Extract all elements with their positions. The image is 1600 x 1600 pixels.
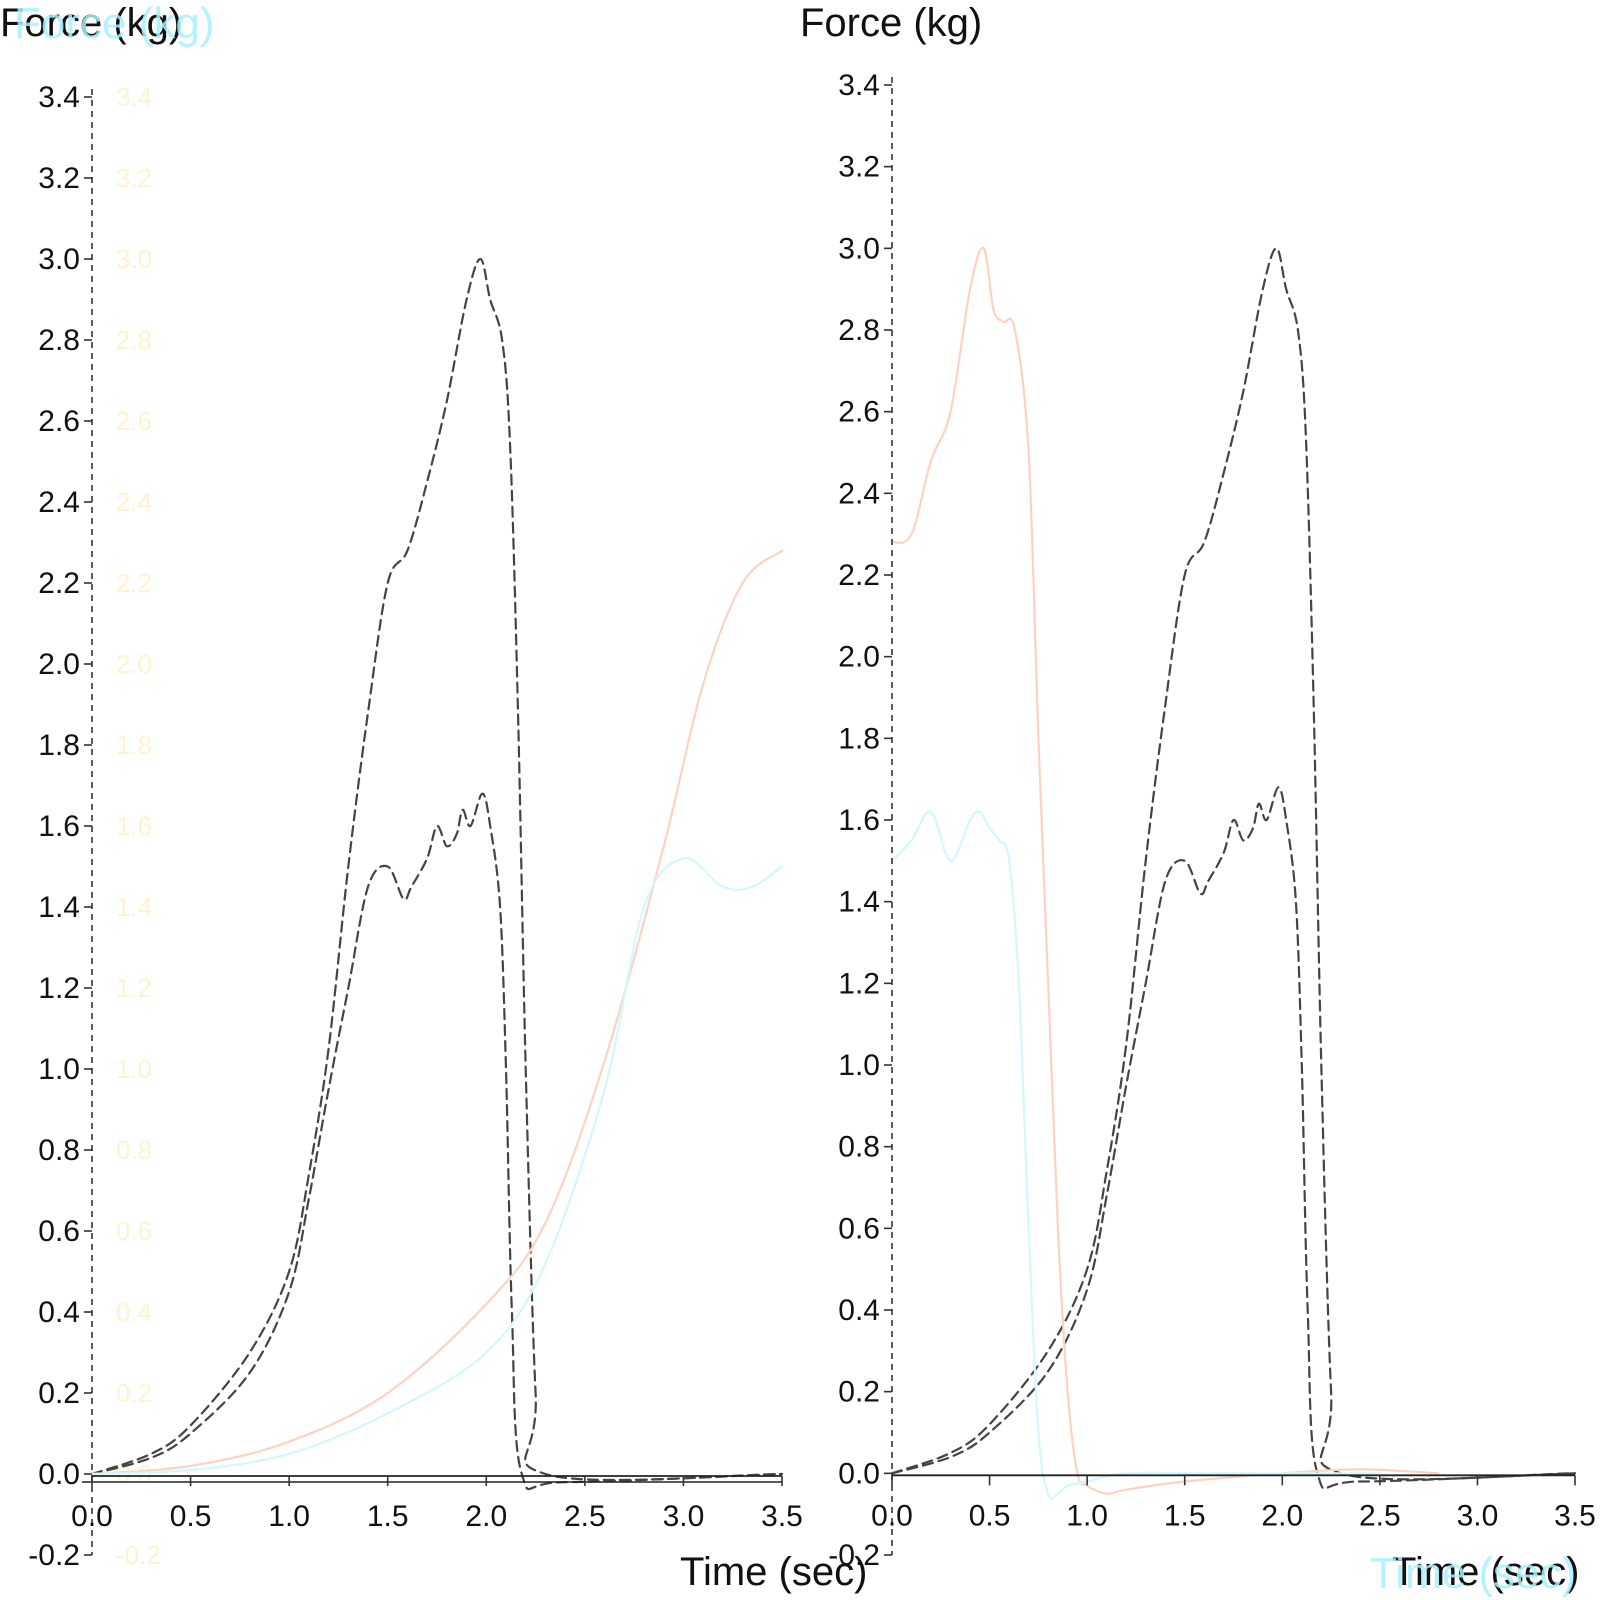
right-x-tick-label: 3.0 <box>1457 1499 1499 1532</box>
left-faint-tick-label: 1.4 <box>116 892 152 922</box>
right-series-group <box>890 246 1577 1500</box>
left-faint-tick-label: 0.8 <box>116 1135 152 1165</box>
left-y-tick-label: 0.2 <box>38 1377 80 1410</box>
left-faint-tick-label: -0.2 <box>116 1540 161 1570</box>
left-series-line-3 <box>90 549 784 1476</box>
left-faint-tick-label: 2.2 <box>116 568 152 598</box>
left-y-tick-label: 1.2 <box>38 972 80 1005</box>
right-y-tick-label: 0.0 <box>838 1457 880 1490</box>
left-faint-tick-label: 1.8 <box>116 730 152 760</box>
right-chart: -0.2 0.0 0.2 0.4 0.6 0.8 1.0 1.2 1.4 1.6 1.8 2.0 2.2… <box>800 1 1596 1598</box>
left-y-tick-label: 2.4 <box>38 486 80 519</box>
right-series-line-2 <box>890 786 1577 1490</box>
left-y-tick-label: 3.0 <box>38 243 80 276</box>
right-y-tick-label: 0.4 <box>838 1294 880 1327</box>
right-x-tick-label: 0.0 <box>871 1499 913 1532</box>
left-y-tick-label: 0.4 <box>38 1296 80 1329</box>
right-y-tick-label: 1.0 <box>838 1049 880 1082</box>
right-y-axis-title: Force (kg) <box>800 1 982 45</box>
left-y-tick-label: -0.2 <box>28 1539 80 1572</box>
left-chart: -0.20.00.20.40.60.81.01.21.41.61.82.02.2… <box>0 0 867 1594</box>
left-faint-tick-label: 1.0 <box>116 1054 152 1084</box>
right-x-tick-label: 0.5 <box>969 1499 1011 1532</box>
left-x-tick-label: 0.0 <box>71 1500 113 1533</box>
left-y-tick-label: 3.2 <box>38 162 80 195</box>
left-x-tick-label: 1.5 <box>367 1500 409 1533</box>
left-y-tick-label: 2.2 <box>38 567 80 600</box>
left-y-axis-title-overlay: Force (kg) <box>14 0 214 48</box>
right-x-tick-label: 2.5 <box>1359 1499 1401 1532</box>
right-y-tick-label: 1.2 <box>838 967 880 1000</box>
left-y-tick-label: 0.8 <box>38 1134 80 1167</box>
left-faint-tick-label: 3.0 <box>116 244 152 274</box>
left-faint-tick-label: 0.4 <box>116 1297 152 1327</box>
left-series-group <box>90 257 784 1491</box>
right-series-line-4 <box>890 810 1381 1500</box>
left-x-tick-label: 3.0 <box>663 1500 705 1533</box>
left-faint-tick-label: 0.6 <box>116 1216 152 1246</box>
right-y-tick-label: 1.8 <box>838 722 880 755</box>
left-y-tick-label: 1.4 <box>38 891 80 924</box>
left-faint-tick-label: 2.0 <box>116 649 152 679</box>
left-faint-tick-label: 2.8 <box>116 325 152 355</box>
left-faint-tick-label: 3.4 <box>116 82 152 112</box>
right-y-tick-label: 3.4 <box>838 69 880 102</box>
left-y-tick-label: 0.6 <box>38 1215 80 1248</box>
left-faint-tick-label: 1.6 <box>116 811 152 841</box>
right-y-tick-label: 3.2 <box>838 151 880 184</box>
left-y-tick-label: 1.0 <box>38 1053 80 1086</box>
right-y-tick-label: 2.2 <box>838 559 880 592</box>
left-series-line-2 <box>90 792 784 1491</box>
left-y-tick-label: 0.0 <box>38 1458 80 1491</box>
left-y-tick-label: 2.0 <box>38 648 80 681</box>
left-faint-tick-label: 3.2 <box>116 163 152 193</box>
left-y-tick-label: 2.8 <box>38 324 80 357</box>
left-faint-tick-label: 2.4 <box>116 487 152 517</box>
left-y-tick-label: 1.8 <box>38 729 80 762</box>
left-faint-tick-labels: -0.20.00.20.40.60.81.01.21.41.61.82.02.2… <box>116 82 161 1570</box>
right-y-tick-label: 3.0 <box>838 232 880 265</box>
right-y-tick-label: -0.2 <box>828 1539 880 1572</box>
left-y-tick-label: 3.4 <box>38 81 80 114</box>
left-faint-tick-label: 0.2 <box>116 1378 152 1408</box>
right-y-tick-label: 0.8 <box>838 1131 880 1164</box>
left-x-tick-label: 2.5 <box>564 1500 606 1533</box>
right-x-tick-label: 1.5 <box>1164 1499 1206 1532</box>
left-x-tick-label: 3.5 <box>761 1500 803 1533</box>
left-series-line-1 <box>90 257 784 1482</box>
right-x-axis-title: Time (sec) <box>1392 1550 1579 1594</box>
right-series-line-1 <box>890 247 1577 1481</box>
right-y-tick-label: 0.2 <box>838 1376 880 1409</box>
left-x-tick-label: 1.0 <box>268 1500 310 1533</box>
left-y-tick-label: 2.6 <box>38 405 80 438</box>
right-axes: -0.2 0.0 0.2 0.4 0.6 0.8 1.0 1.2 1.4 1.6 1.8 2.0 2.2… <box>828 69 1596 1572</box>
right-y-tick-label: 1.4 <box>838 886 880 919</box>
left-series-line-4 <box>90 857 784 1476</box>
left-faint-tick-label: 2.6 <box>116 406 152 436</box>
right-y-tick-label: 2.0 <box>838 641 880 674</box>
right-x-axis-title-overlay: Time (sec) <box>1370 1549 1576 1598</box>
right-y-tick-label: 2.6 <box>838 396 880 429</box>
right-x-tick-label: 3.5 <box>1554 1499 1596 1532</box>
right-y-tick-label: 0.6 <box>838 1212 880 1245</box>
right-y-tick-label: 1.6 <box>838 804 880 837</box>
left-axes: -0.20.00.20.40.60.81.01.21.41.61.82.02.2… <box>28 81 803 1572</box>
left-y-axis-title: Force (kg) <box>0 1 182 45</box>
left-faint-tick-label: 1.2 <box>116 973 152 1003</box>
right-x-tick-label: 1.0 <box>1066 1499 1108 1532</box>
right-x-tick-label: 2.0 <box>1261 1499 1303 1532</box>
left-x-tick-label: 2.0 <box>465 1500 507 1533</box>
left-x-axis-title: Time (sec) <box>680 1550 867 1594</box>
left-x-tick-label: 0.5 <box>170 1500 212 1533</box>
right-y-tick-label: 2.4 <box>838 477 880 510</box>
right-y-tick-label: 2.8 <box>838 314 880 347</box>
right-series-line-3 <box>890 246 1440 1495</box>
left-y-tick-label: 1.6 <box>38 810 80 843</box>
